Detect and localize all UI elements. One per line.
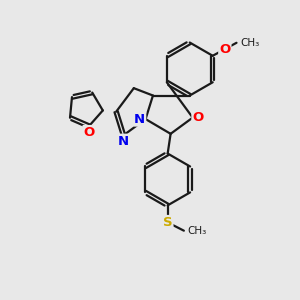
Text: O: O xyxy=(219,43,230,56)
Text: CH₃: CH₃ xyxy=(240,38,259,48)
Text: N: N xyxy=(134,112,145,126)
Text: CH₃: CH₃ xyxy=(188,226,207,236)
Text: N: N xyxy=(118,135,129,148)
Text: O: O xyxy=(192,111,204,124)
Text: O: O xyxy=(83,126,95,139)
Text: S: S xyxy=(163,216,172,229)
